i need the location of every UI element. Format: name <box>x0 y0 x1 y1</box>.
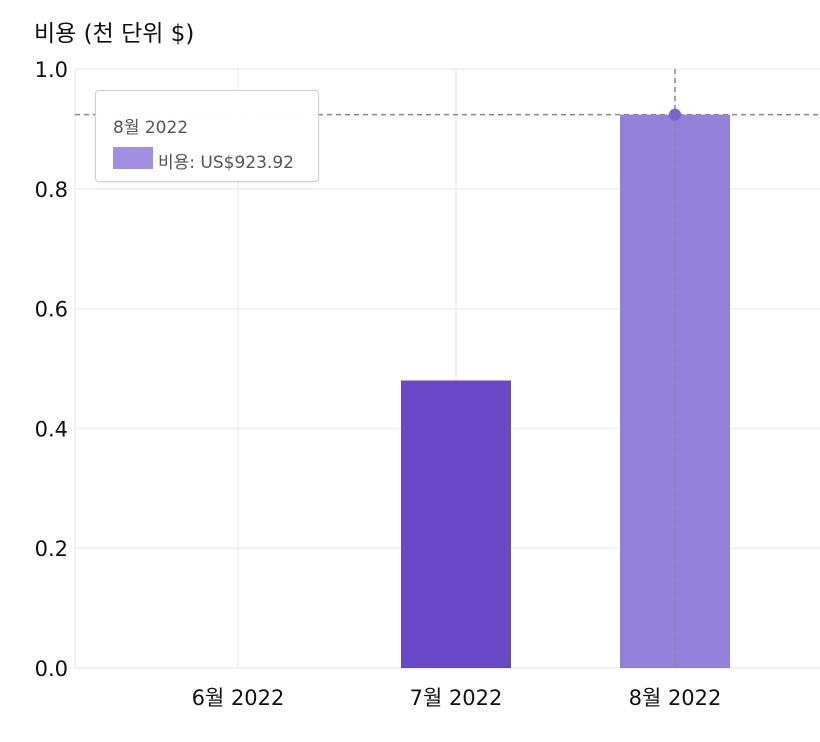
tooltip-series-value: 비용: US$923.92 <box>158 153 294 173</box>
y-tick-label: 0.6 <box>35 298 68 322</box>
tooltip-title: 8월 2022 <box>113 118 189 138</box>
x-tick-label: 8월 2022 <box>629 686 722 710</box>
x-axis-ticks: 6월 2022 7월 2022 8월 2022 <box>192 686 722 710</box>
bars <box>401 114 730 669</box>
y-tick-label: 0.8 <box>35 178 68 202</box>
x-tick-label: 7월 2022 <box>410 686 503 710</box>
y-axis-title: 비용 (천 단위 $) <box>34 21 195 47</box>
y-tick-label: 0.4 <box>35 417 68 441</box>
y-axis-ticks: 0.0 0.2 0.4 0.6 0.8 1.0 <box>35 58 68 681</box>
tooltip-series-swatch <box>113 147 153 169</box>
hover-marker <box>669 108 681 121</box>
y-tick-label: 0.2 <box>35 537 68 561</box>
crosshair <box>75 69 820 668</box>
y-tick-label: 0.0 <box>35 657 68 681</box>
y-tick-label: 1.0 <box>35 58 68 82</box>
x-tick-label: 6월 2022 <box>192 686 285 710</box>
bar <box>401 380 511 668</box>
hover-tooltip: 8월 2022 비용: US$923.92 <box>95 90 319 182</box>
